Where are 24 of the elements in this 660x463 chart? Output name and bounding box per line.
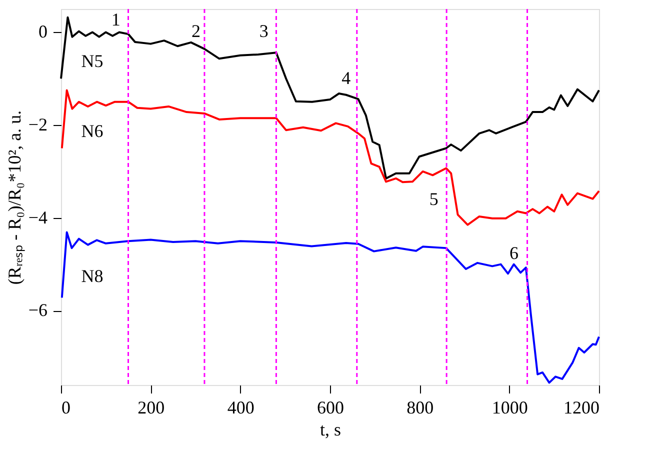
annotation: 3 xyxy=(259,20,268,41)
x-tick-label: 1200 xyxy=(564,398,600,418)
y-tick-label: −4 xyxy=(28,207,48,228)
annotation: 1 xyxy=(111,9,120,30)
x-tick-label: 0 xyxy=(62,398,70,418)
annotation: N5 xyxy=(81,51,104,72)
y-tick-label: −6 xyxy=(28,300,48,320)
annotation: 5 xyxy=(429,189,438,210)
x-axis-title: t, s xyxy=(320,420,342,440)
y-tick-label: 0 xyxy=(38,22,48,42)
annotation: N8 xyxy=(81,266,104,286)
y-axis-title: (Rᵣₑₛₚ - R₀)/R₀*10², a. u. xyxy=(4,110,26,285)
x-tick-label: 1000 xyxy=(492,398,528,418)
x-tick-label: 600 xyxy=(317,398,344,418)
annotation: 6 xyxy=(509,243,518,264)
annotation: 2 xyxy=(192,20,201,41)
x-tick-label: 400 xyxy=(227,398,254,418)
line-series xyxy=(60,231,600,384)
annotation: N6 xyxy=(81,120,104,141)
y-tick-label: −2 xyxy=(28,114,48,135)
x-tick-label: 800 xyxy=(406,398,434,418)
line-series xyxy=(60,89,600,226)
annotation: 4 xyxy=(342,68,351,88)
x-tick-label: 200 xyxy=(138,398,165,418)
